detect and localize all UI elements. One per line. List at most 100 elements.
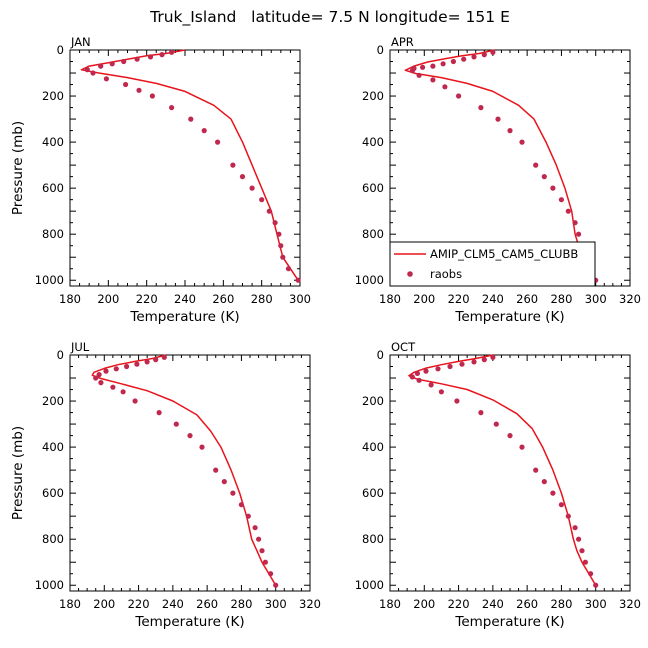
y-tick-label: 200 xyxy=(362,89,384,103)
y-tick-label: 0 xyxy=(377,348,384,362)
raobs-point xyxy=(550,490,556,496)
raobs-point xyxy=(249,185,255,191)
x-axis-label: Temperature (K) xyxy=(134,614,244,630)
y-tick-label: 800 xyxy=(362,227,384,241)
raobs-point xyxy=(420,64,426,70)
raobs-point xyxy=(132,398,138,404)
panel-jan: 180 200 220 240 260 280 300 0 200 400 600 800 1000 JA… xyxy=(10,35,311,325)
raobs-point xyxy=(493,421,499,427)
raobs-point xyxy=(558,197,565,203)
x-tick-label: 240 xyxy=(162,597,184,611)
legend-obs-label: raobs xyxy=(430,267,462,281)
raobs-point xyxy=(442,84,448,90)
raobs-point xyxy=(450,58,456,65)
raobs-point xyxy=(430,63,436,69)
raobs-point xyxy=(149,93,155,99)
raobs-point xyxy=(507,433,513,439)
raobs-point xyxy=(136,87,142,93)
x-tick-label: 240 xyxy=(482,597,504,611)
raobs-point xyxy=(285,266,292,272)
raobs-point xyxy=(295,277,301,283)
x-tick-label: 300 xyxy=(585,292,607,306)
raobs-point xyxy=(215,139,221,145)
raobs-point xyxy=(156,410,162,416)
model-profile-line xyxy=(408,354,597,586)
x-tick-label: 260 xyxy=(212,292,234,306)
raobs-point xyxy=(541,174,547,180)
y-axis-label: Pressure (mb) xyxy=(10,121,26,215)
y-tick-label: 800 xyxy=(42,532,64,546)
x-tick-label: 180 xyxy=(379,292,401,306)
x-tick-label: 280 xyxy=(230,597,252,611)
x-tick-label: 280 xyxy=(550,292,572,306)
y-tick-label: 200 xyxy=(42,89,64,103)
panel-label: JAN xyxy=(70,35,91,49)
raobs-point xyxy=(495,116,501,122)
raobs-point xyxy=(120,389,126,395)
raobs-point xyxy=(588,571,594,577)
raobs-point xyxy=(124,363,130,370)
raobs-point xyxy=(96,372,102,378)
x-tick-label: 220 xyxy=(448,597,470,611)
x-tick-label: 180 xyxy=(59,597,81,611)
legend-model-label: AMIP_CLM5_CAM5_CLUBB xyxy=(430,247,578,261)
legend-box xyxy=(389,241,596,287)
raobs-point xyxy=(572,220,578,226)
x-tick-label: 320 xyxy=(619,597,641,611)
raobs-point xyxy=(109,61,115,67)
x-tick-label: 200 xyxy=(97,292,119,306)
y-tick-label: 1000 xyxy=(355,273,384,287)
x-tick-label: 200 xyxy=(93,597,115,611)
raobs-point xyxy=(550,185,556,191)
raobs-point xyxy=(266,208,272,214)
x-tick-label: 220 xyxy=(136,292,158,306)
legend-dot-swatch xyxy=(407,271,413,277)
raobs-point xyxy=(558,502,565,508)
x-tick-label: 320 xyxy=(619,292,641,306)
raobs-point xyxy=(121,58,127,65)
y-tick-label: 600 xyxy=(42,486,64,500)
raobs-point xyxy=(199,444,205,450)
raobs-point xyxy=(230,162,236,168)
y-tick-label: 400 xyxy=(362,440,384,454)
raobs-point xyxy=(423,368,429,374)
x-axis-label: Temperature (K) xyxy=(454,614,564,630)
x-tick-label: 260 xyxy=(516,597,538,611)
raobs-point xyxy=(134,361,140,367)
raobs-point xyxy=(416,377,422,383)
raobs-point xyxy=(430,77,436,83)
raobs-point xyxy=(84,67,90,73)
raobs-point xyxy=(416,72,422,78)
x-tick-label: 300 xyxy=(585,597,607,611)
raobs-point xyxy=(461,56,467,62)
raobs-point xyxy=(409,374,415,380)
raobs-point xyxy=(278,243,284,249)
y-tick-label: 800 xyxy=(362,532,384,546)
x-tick-label: 240 xyxy=(482,292,504,306)
raobs-point xyxy=(579,548,585,554)
raobs-point xyxy=(478,105,484,111)
raobs-point xyxy=(113,366,119,372)
raobs-point xyxy=(572,525,578,531)
panel-oct: 180 200 220 240 260 280 300 320 0 200 400 600 800 100… xyxy=(355,340,641,630)
raobs-point xyxy=(576,536,582,542)
y-tick-label: 400 xyxy=(42,135,64,149)
x-tick-label: 200 xyxy=(413,292,435,306)
panel-jul: 180 200 220 240 260 280 300 320 0 200 400 600 800 100… xyxy=(10,340,321,630)
panel-label: OCT xyxy=(391,340,416,354)
raobs-point xyxy=(144,359,150,365)
y-axis-label: Pressure (mb) xyxy=(10,426,26,520)
x-axis-label: Temperature (K) xyxy=(454,309,564,325)
raobs-point xyxy=(447,363,453,370)
x-tick-label: 300 xyxy=(265,597,287,611)
raobs-point xyxy=(256,536,262,542)
y-tick-label: 0 xyxy=(57,43,64,57)
raobs-point xyxy=(230,490,236,496)
raobs-point xyxy=(276,231,282,237)
raobs-point xyxy=(268,571,274,577)
model-profile-line xyxy=(80,49,299,281)
raobs-point xyxy=(435,366,441,372)
y-tick-label: 1000 xyxy=(35,273,64,287)
raobs-point xyxy=(147,54,154,60)
